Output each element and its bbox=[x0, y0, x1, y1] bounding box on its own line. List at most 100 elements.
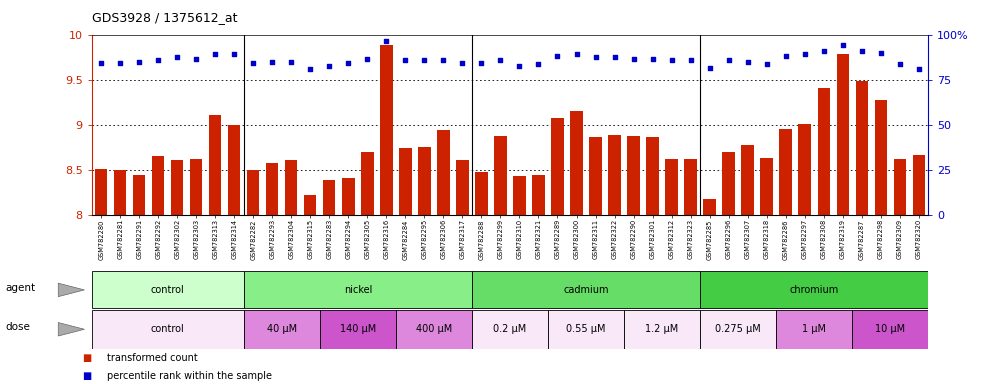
Bar bbox=[190, 159, 202, 215]
Bar bbox=[837, 55, 849, 215]
Point bbox=[740, 59, 756, 65]
Text: 0.2 μM: 0.2 μM bbox=[493, 324, 527, 334]
Bar bbox=[133, 175, 145, 215]
Bar bbox=[92, 310, 244, 349]
Text: 400 μM: 400 μM bbox=[415, 324, 452, 334]
Text: ■: ■ bbox=[82, 371, 91, 381]
Bar bbox=[780, 129, 792, 215]
Point bbox=[550, 53, 566, 59]
Bar bbox=[395, 310, 472, 349]
Point bbox=[473, 60, 489, 66]
Text: GDS3928 / 1375612_at: GDS3928 / 1375612_at bbox=[92, 12, 237, 25]
Text: 1 μM: 1 μM bbox=[802, 324, 827, 334]
Bar bbox=[912, 156, 925, 215]
Bar bbox=[703, 199, 716, 215]
Point bbox=[113, 60, 128, 66]
Text: 140 μM: 140 μM bbox=[340, 324, 375, 334]
Point bbox=[264, 59, 280, 65]
Bar bbox=[532, 175, 545, 215]
Point bbox=[397, 57, 413, 63]
Text: 40 μM: 40 μM bbox=[267, 324, 297, 334]
Text: cadmium: cadmium bbox=[564, 285, 609, 295]
Bar bbox=[343, 178, 355, 215]
Bar bbox=[472, 310, 548, 349]
Text: percentile rank within the sample: percentile rank within the sample bbox=[107, 371, 272, 381]
Text: chromium: chromium bbox=[790, 285, 839, 295]
Text: nickel: nickel bbox=[344, 285, 373, 295]
Text: 0.275 μM: 0.275 μM bbox=[715, 324, 761, 334]
Point bbox=[854, 48, 870, 54]
Bar bbox=[418, 147, 430, 215]
Text: dose: dose bbox=[5, 322, 30, 333]
Bar bbox=[285, 160, 298, 215]
Bar bbox=[799, 124, 811, 215]
Point bbox=[721, 57, 737, 63]
Point bbox=[435, 57, 451, 63]
Point bbox=[531, 61, 547, 68]
Point bbox=[607, 54, 622, 60]
Text: 0.55 μM: 0.55 μM bbox=[567, 324, 606, 334]
Polygon shape bbox=[58, 283, 85, 296]
Point bbox=[701, 65, 717, 71]
Bar bbox=[114, 170, 126, 215]
Point bbox=[682, 57, 698, 63]
Bar bbox=[362, 152, 374, 215]
Bar bbox=[152, 156, 164, 215]
Bar bbox=[380, 45, 392, 215]
Bar bbox=[741, 145, 754, 215]
Point bbox=[322, 63, 338, 69]
Text: transformed count: transformed count bbox=[107, 353, 197, 363]
Point bbox=[872, 50, 888, 56]
Bar bbox=[627, 136, 639, 215]
Point bbox=[644, 56, 660, 62]
Text: control: control bbox=[150, 285, 184, 295]
Bar bbox=[494, 136, 507, 215]
Point bbox=[131, 59, 147, 65]
Point bbox=[303, 66, 319, 72]
Bar bbox=[590, 137, 602, 215]
Bar bbox=[456, 160, 468, 215]
Bar bbox=[304, 195, 317, 215]
Point bbox=[150, 57, 166, 63]
Point bbox=[416, 57, 432, 63]
Point bbox=[759, 61, 775, 68]
Bar bbox=[684, 159, 697, 215]
Text: control: control bbox=[150, 324, 184, 334]
Point bbox=[492, 57, 508, 63]
Bar bbox=[247, 170, 259, 215]
Text: 1.2 μM: 1.2 μM bbox=[645, 324, 678, 334]
Bar bbox=[874, 101, 886, 215]
Point bbox=[891, 61, 907, 68]
Point bbox=[663, 57, 679, 63]
Point bbox=[226, 51, 242, 58]
Bar bbox=[609, 135, 621, 215]
Bar bbox=[700, 310, 776, 349]
Point bbox=[569, 51, 585, 58]
Point bbox=[94, 60, 110, 66]
Bar bbox=[513, 176, 526, 215]
Point bbox=[910, 66, 926, 72]
Bar bbox=[893, 159, 906, 215]
Bar bbox=[323, 180, 336, 215]
Bar bbox=[472, 271, 700, 308]
Point bbox=[835, 42, 851, 48]
Point bbox=[169, 54, 185, 60]
Bar bbox=[776, 310, 853, 349]
Bar bbox=[228, 125, 240, 215]
Bar bbox=[818, 88, 830, 215]
Point bbox=[625, 56, 641, 62]
Point bbox=[588, 54, 604, 60]
Bar bbox=[244, 271, 472, 308]
Bar bbox=[552, 119, 564, 215]
Text: 10 μM: 10 μM bbox=[875, 324, 905, 334]
Bar bbox=[665, 159, 677, 215]
Point bbox=[816, 48, 832, 54]
Point bbox=[454, 60, 470, 66]
Point bbox=[360, 56, 375, 62]
Point bbox=[341, 60, 357, 66]
Bar bbox=[92, 271, 244, 308]
Bar bbox=[475, 172, 488, 215]
Bar bbox=[646, 137, 658, 215]
Bar bbox=[853, 310, 928, 349]
Bar bbox=[320, 310, 395, 349]
